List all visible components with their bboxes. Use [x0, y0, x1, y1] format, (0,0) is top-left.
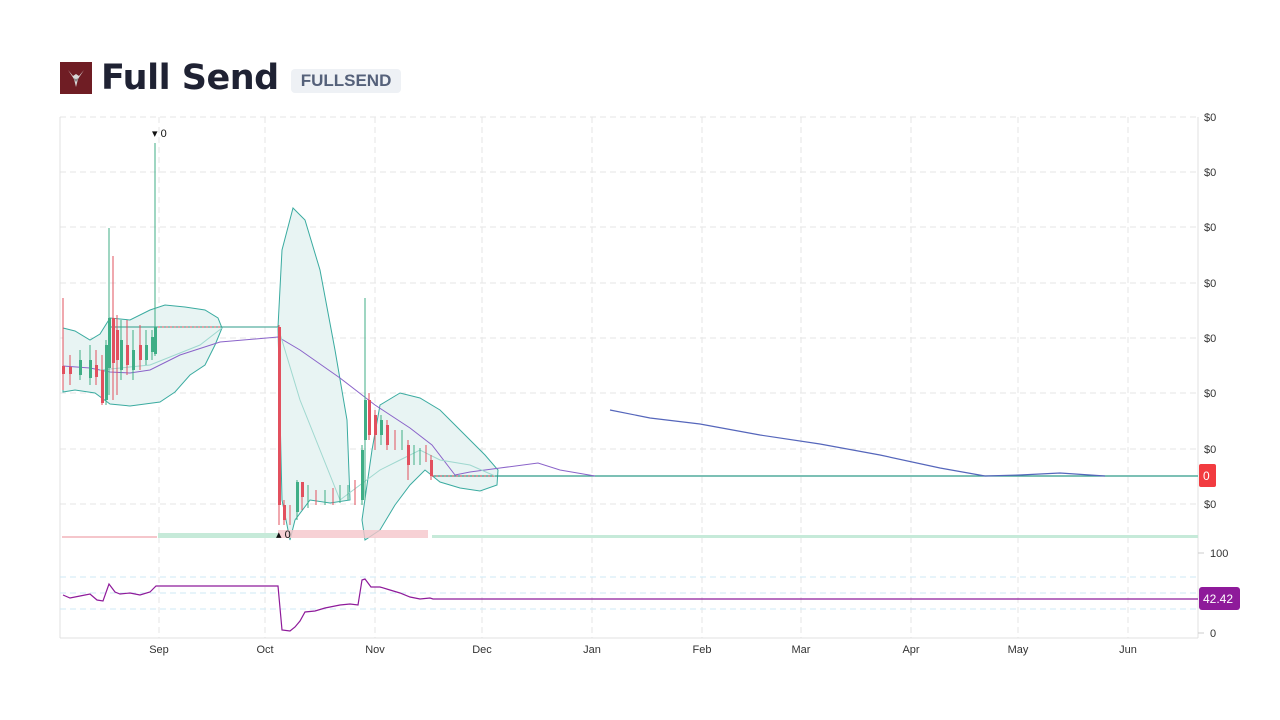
svg-text:$0: $0 [1204, 167, 1216, 179]
candlesticks [62, 143, 433, 525]
rsi-levels [60, 576, 1198, 610]
svg-text:Jan: Jan [583, 644, 601, 656]
svg-text:Feb: Feb [693, 644, 712, 656]
chart-header: Full Send FULLSEND [60, 58, 402, 98]
rsi-value-badge [1199, 587, 1240, 610]
price-axis: $0 $0 $0 $0 $0 $0 $0 $0 [1204, 112, 1216, 511]
svg-text:$0: $0 [1204, 333, 1216, 345]
rsi-axis-0: 0 [1210, 628, 1216, 640]
rsi-line [62, 578, 1198, 632]
svg-text:$0: $0 [1204, 444, 1216, 456]
svg-text:$0: $0 [1204, 499, 1216, 511]
svg-text:Oct: Oct [256, 644, 273, 656]
svg-text:$0: $0 [1204, 222, 1216, 234]
svg-text:May: May [1008, 644, 1029, 656]
low-marker: ▴ 0 [276, 529, 291, 541]
time-axis: Sep Oct Nov Dec Jan Feb Mar Apr May Jun [149, 644, 1137, 656]
grid [60, 116, 1198, 638]
svg-text:Sep: Sep [149, 644, 169, 656]
svg-text:$0: $0 [1204, 278, 1216, 290]
ma-short-line [62, 336, 596, 477]
svg-text:Dec: Dec [472, 644, 492, 656]
svg-text:Apr: Apr [902, 644, 919, 656]
page-title: Full Send [101, 58, 279, 98]
svg-text:Jun: Jun [1119, 644, 1137, 656]
wolf-logo-icon [60, 62, 92, 94]
bollinger-band [277, 207, 351, 541]
svg-text:Nov: Nov [365, 644, 385, 656]
svg-text:Mar: Mar [792, 644, 811, 656]
rsi-last-value: 42.42 [1203, 592, 1233, 606]
rsi-axis-100: 100 [1210, 548, 1228, 560]
volume-bars [62, 530, 1198, 538]
svg-text:$0: $0 [1204, 388, 1216, 400]
bollinger-band [62, 304, 223, 407]
last-price-value: 0 [1203, 469, 1210, 483]
high-marker: ▾ 0 [152, 128, 167, 140]
ticker-badge: FULLSEND [290, 69, 402, 93]
last-price-badge [1199, 464, 1216, 487]
svg-text:$0: $0 [1204, 112, 1216, 124]
ma-long-line [609, 409, 1106, 477]
